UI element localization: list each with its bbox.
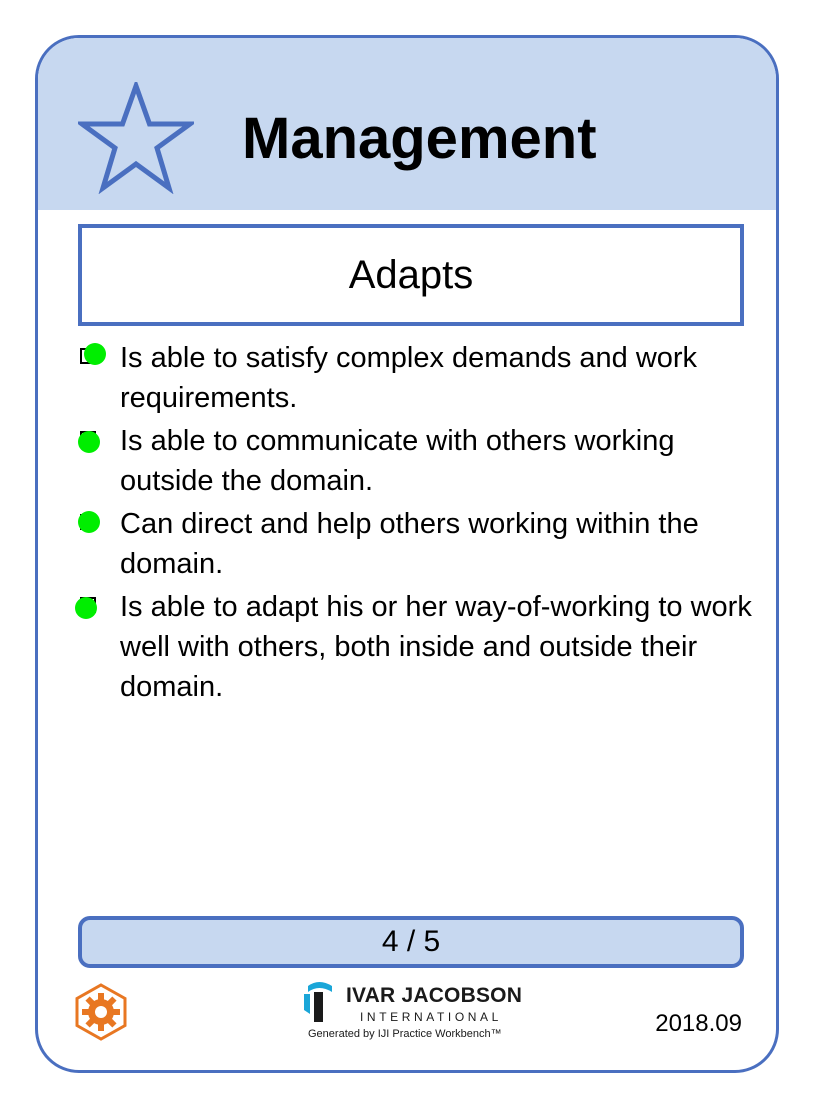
iji-logo: IVAR JACOBSON INTERNATIONAL Generated by…	[302, 978, 532, 1048]
checklist-text: Is able to satisfy complex demands and w…	[120, 342, 698, 414]
competency-card: Management Adapts Is able to satisfy com…	[35, 35, 779, 1073]
checklist-text: Is able to communicate with others worki…	[120, 425, 675, 497]
iji-logo-icon	[304, 982, 332, 1022]
brand-name: IVAR JACOBSON	[346, 984, 523, 1007]
check-dot-icon	[78, 511, 100, 533]
checklist-item[interactable]: Can direct and help others working withi…	[78, 504, 758, 584]
gear-icon	[75, 983, 127, 1041]
card-header: Management	[38, 38, 776, 210]
check-dot-icon	[78, 431, 100, 453]
card-progress: 4 / 5	[78, 916, 744, 968]
card-date: 2018.09	[655, 1010, 742, 1037]
checklist-item[interactable]: Is able to adapt his or her way-of-worki…	[75, 587, 758, 707]
checklist-text: Can direct and help others working withi…	[120, 508, 699, 580]
star-icon	[78, 82, 194, 194]
check-dot-icon	[84, 343, 106, 365]
check-dot-icon	[75, 597, 97, 619]
checklist: Is able to satisfy complex demands and w…	[75, 338, 758, 710]
checklist-text: Is able to adapt his or her way-of-worki…	[120, 591, 752, 703]
card-title: Management	[242, 106, 597, 171]
checklist-item[interactable]: Is able to communicate with others worki…	[78, 421, 758, 501]
brand-subtitle: INTERNATIONAL	[360, 1010, 502, 1024]
generated-by: Generated by IJI Practice Workbench™	[308, 1028, 502, 1040]
state-name: Adapts	[78, 224, 744, 326]
checklist-item[interactable]: Is able to satisfy complex demands and w…	[78, 338, 758, 418]
